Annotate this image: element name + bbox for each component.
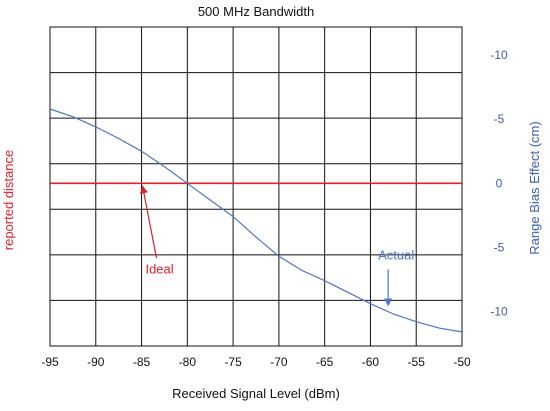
x-tick-label: -75 [224, 355, 242, 369]
x-tick-label: -90 [87, 355, 105, 369]
x-tick-label: -55 [408, 355, 426, 369]
annotations: Ideal Actual [139, 185, 414, 307]
y-right-tick-label: -10 [490, 304, 508, 318]
x-tick-label: -70 [270, 355, 288, 369]
x-axis-label: Received Signal Level (dBm) [172, 386, 340, 401]
series-line-actual [49, 108, 463, 333]
annotation-arrow-ideal [139, 185, 158, 259]
x-axis-ticks: -95 -90 -85 -80 -75 -70 -65 -60 -55 -50 [41, 355, 471, 369]
series-layer [49, 108, 463, 333]
y-axis-right-label: Range Bias Effect (cm) [527, 121, 542, 254]
grid [49, 26, 463, 347]
chart-title: 500 MHz Bandwidth [198, 4, 314, 19]
plot-frame [49, 26, 463, 347]
x-tick-label: -50 [453, 355, 471, 369]
y-right-tick-label: -5 [494, 112, 505, 126]
y-right-tick-label: -5 [494, 240, 505, 254]
x-tick-label: -85 [133, 355, 151, 369]
annotation-label-actual: Actual [378, 247, 414, 262]
y-right-tick-label: 0 [496, 176, 503, 190]
x-tick-label: -60 [362, 355, 380, 369]
annotation-label-ideal: Ideal [145, 261, 173, 276]
x-tick-label: -95 [41, 355, 59, 369]
x-tick-label: -65 [316, 355, 334, 369]
y-axis-right-ticks: -10 -5 0 -5 -10 [490, 48, 508, 318]
y-axis-left-label: reported distance [1, 150, 16, 250]
x-tick-label: -80 [179, 355, 197, 369]
y-right-tick-label: -10 [490, 48, 508, 62]
